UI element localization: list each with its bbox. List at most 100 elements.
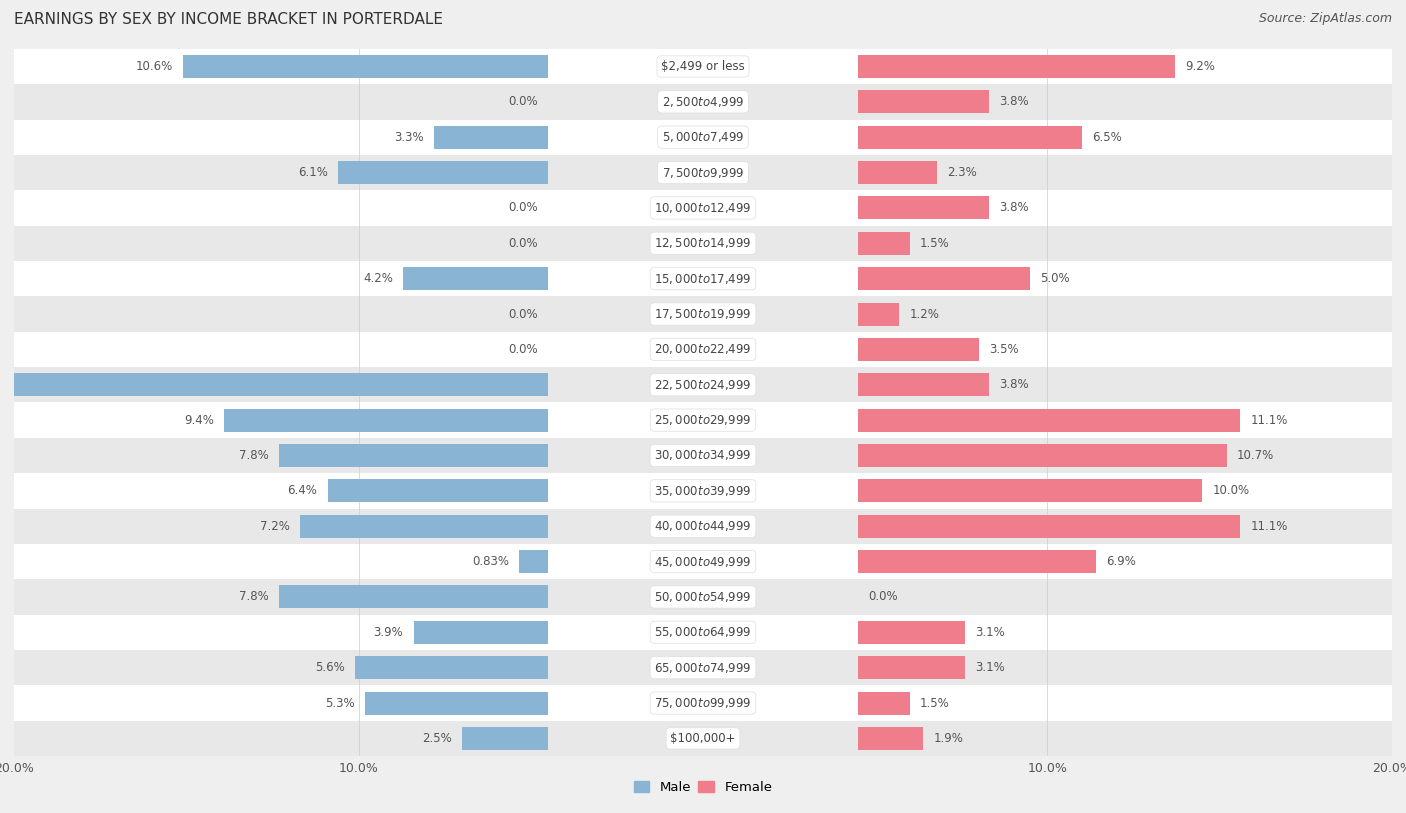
Text: 1.5%: 1.5% xyxy=(920,697,950,710)
Bar xyxy=(14,509,1392,544)
Text: $25,000 to $29,999: $25,000 to $29,999 xyxy=(654,413,752,427)
Bar xyxy=(858,409,1240,432)
Text: 3.8%: 3.8% xyxy=(1000,95,1029,108)
Text: Source: ZipAtlas.com: Source: ZipAtlas.com xyxy=(1258,12,1392,25)
Bar xyxy=(14,85,1392,120)
Bar xyxy=(858,656,965,679)
Bar xyxy=(14,261,1392,297)
Bar xyxy=(14,49,1392,85)
Text: 1.9%: 1.9% xyxy=(934,732,963,745)
Text: $50,000 to $54,999: $50,000 to $54,999 xyxy=(654,590,752,604)
Bar xyxy=(858,692,910,715)
Bar xyxy=(858,373,988,396)
Text: 9.2%: 9.2% xyxy=(1185,60,1215,73)
Text: 0.0%: 0.0% xyxy=(508,307,537,320)
Text: $75,000 to $99,999: $75,000 to $99,999 xyxy=(654,696,752,710)
Text: 3.5%: 3.5% xyxy=(988,343,1018,356)
Bar xyxy=(224,409,548,432)
Bar xyxy=(14,155,1392,190)
Text: 1.2%: 1.2% xyxy=(910,307,939,320)
Text: 10.7%: 10.7% xyxy=(1237,449,1274,462)
Bar xyxy=(366,692,548,715)
Bar xyxy=(328,480,548,502)
Bar xyxy=(434,126,548,149)
Bar xyxy=(858,90,988,113)
Bar xyxy=(14,190,1392,226)
Bar xyxy=(14,473,1392,509)
Text: $40,000 to $44,999: $40,000 to $44,999 xyxy=(654,520,752,533)
Text: $15,000 to $17,499: $15,000 to $17,499 xyxy=(654,272,752,285)
Text: 6.1%: 6.1% xyxy=(298,166,328,179)
Bar xyxy=(280,444,548,467)
Text: 3.1%: 3.1% xyxy=(976,626,1005,639)
Bar xyxy=(14,332,1392,367)
Text: 3.3%: 3.3% xyxy=(394,131,425,144)
Bar xyxy=(858,621,965,644)
Text: 6.9%: 6.9% xyxy=(1107,555,1136,568)
Bar xyxy=(14,615,1392,650)
Bar xyxy=(858,480,1202,502)
Bar xyxy=(858,126,1083,149)
Bar xyxy=(858,55,1175,78)
Bar xyxy=(858,267,1031,290)
Text: 10.0%: 10.0% xyxy=(1213,485,1250,498)
Text: 2.5%: 2.5% xyxy=(422,732,451,745)
Bar xyxy=(280,585,548,608)
Bar xyxy=(14,226,1392,261)
Bar xyxy=(14,402,1392,437)
Bar xyxy=(858,197,988,220)
Text: 6.4%: 6.4% xyxy=(287,485,318,498)
Bar xyxy=(14,297,1392,332)
Bar xyxy=(858,161,938,184)
Bar xyxy=(858,338,979,361)
Text: 1.5%: 1.5% xyxy=(920,237,950,250)
Text: 3.1%: 3.1% xyxy=(976,661,1005,674)
Bar xyxy=(461,727,548,750)
Text: $35,000 to $39,999: $35,000 to $39,999 xyxy=(654,484,752,498)
Text: 0.83%: 0.83% xyxy=(472,555,509,568)
Text: $2,500 to $4,999: $2,500 to $4,999 xyxy=(662,95,744,109)
Bar xyxy=(858,444,1226,467)
Text: EARNINGS BY SEX BY INCOME BRACKET IN PORTERDALE: EARNINGS BY SEX BY INCOME BRACKET IN POR… xyxy=(14,12,443,27)
Text: $100,000+: $100,000+ xyxy=(671,732,735,745)
Text: 3.9%: 3.9% xyxy=(374,626,404,639)
Legend: Male, Female: Male, Female xyxy=(628,776,778,799)
Text: 2.3%: 2.3% xyxy=(948,166,977,179)
Text: $17,500 to $19,999: $17,500 to $19,999 xyxy=(654,307,752,321)
Bar xyxy=(14,544,1392,579)
Text: $20,000 to $22,499: $20,000 to $22,499 xyxy=(654,342,752,356)
Text: 7.8%: 7.8% xyxy=(239,449,269,462)
Text: 5.0%: 5.0% xyxy=(1040,272,1070,285)
Text: 3.8%: 3.8% xyxy=(1000,378,1029,391)
Bar xyxy=(183,55,548,78)
Bar xyxy=(858,232,910,254)
Text: 0.0%: 0.0% xyxy=(508,237,537,250)
Text: 9.4%: 9.4% xyxy=(184,414,214,427)
Text: $65,000 to $74,999: $65,000 to $74,999 xyxy=(654,661,752,675)
Text: 6.5%: 6.5% xyxy=(1092,131,1122,144)
Bar xyxy=(858,515,1240,537)
Text: $12,500 to $14,999: $12,500 to $14,999 xyxy=(654,237,752,250)
Bar xyxy=(14,120,1392,155)
Bar xyxy=(14,367,1392,402)
Text: $5,000 to $7,499: $5,000 to $7,499 xyxy=(662,130,744,144)
Text: 11.1%: 11.1% xyxy=(1251,414,1288,427)
Bar xyxy=(337,161,548,184)
Text: $22,500 to $24,999: $22,500 to $24,999 xyxy=(654,378,752,392)
Text: $2,499 or less: $2,499 or less xyxy=(661,60,745,73)
Bar xyxy=(858,550,1095,573)
Text: $10,000 to $12,499: $10,000 to $12,499 xyxy=(654,201,752,215)
Text: $55,000 to $64,999: $55,000 to $64,999 xyxy=(654,625,752,639)
Text: 7.2%: 7.2% xyxy=(260,520,290,533)
Text: $45,000 to $49,999: $45,000 to $49,999 xyxy=(654,554,752,568)
Text: 5.6%: 5.6% xyxy=(315,661,344,674)
Text: 7.8%: 7.8% xyxy=(239,590,269,603)
Text: 11.1%: 11.1% xyxy=(1251,520,1288,533)
Bar xyxy=(356,656,548,679)
Bar xyxy=(14,720,1392,756)
Text: 5.3%: 5.3% xyxy=(325,697,356,710)
Text: $7,500 to $9,999: $7,500 to $9,999 xyxy=(662,166,744,180)
Bar xyxy=(413,621,548,644)
Bar xyxy=(14,650,1392,685)
Text: 4.2%: 4.2% xyxy=(363,272,392,285)
